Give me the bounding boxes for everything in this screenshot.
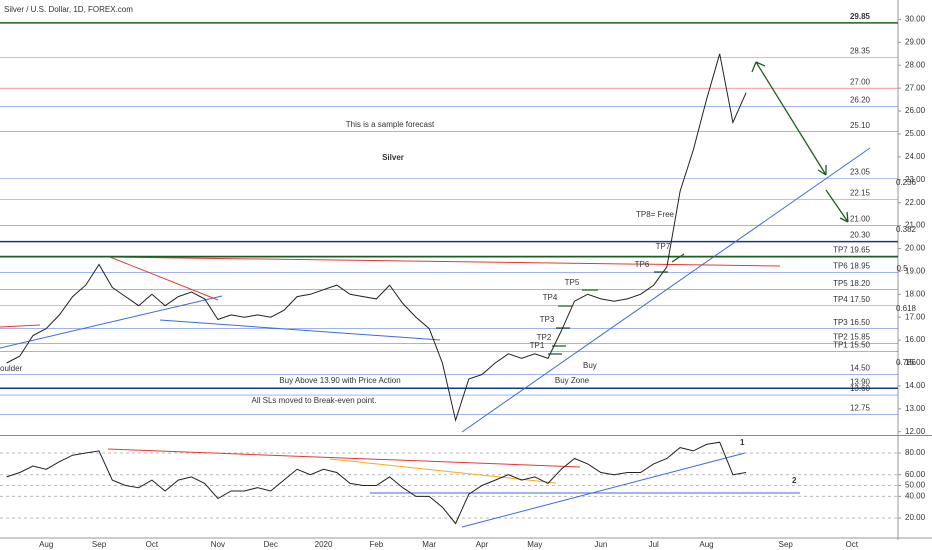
y-tick-label: 20.00	[905, 244, 926, 253]
annotation: TP3	[540, 315, 555, 324]
y-tick-label: 16.00	[905, 335, 926, 344]
y-tick-label: 30.00	[905, 15, 926, 24]
y-tick-label: 23.00	[905, 175, 926, 184]
level-label: TP3 16.50	[833, 318, 870, 327]
x-tick-label: Oct	[146, 540, 159, 549]
y-tick-label: 18.00	[905, 289, 926, 298]
level-label: TP4 17.50	[833, 295, 870, 304]
level-label: TP7 19.65	[833, 246, 870, 255]
level-label: TP5 18.20	[833, 279, 870, 288]
annotation: All SLs moved to Break-even point.	[252, 396, 377, 405]
y-tick-label: 14.00	[905, 381, 926, 390]
y-tick-label: 15.00	[905, 358, 926, 367]
trend-line	[0, 324, 41, 328]
annotation: TP5	[565, 278, 580, 287]
y-tick-label: 80.00	[905, 448, 926, 457]
y-tick-label: 17.00	[905, 312, 926, 321]
trend-line	[109, 256, 219, 301]
y-tick-label: 29.00	[905, 37, 926, 46]
x-tick-label: Nov	[211, 540, 225, 549]
level-label: 13.60	[850, 384, 871, 393]
annotation: oulder	[0, 364, 23, 373]
level-label: TP2 15.85	[833, 333, 870, 342]
y-tick-label: 26.00	[905, 106, 926, 115]
y-tick-label: 24.00	[905, 152, 926, 161]
annotation: TP6	[635, 260, 650, 269]
x-tick-label: Feb	[369, 540, 383, 549]
level-label: 20.30	[850, 231, 871, 240]
level-label: 23.05	[850, 168, 871, 177]
trend-line	[461, 452, 746, 528]
annotation: 1	[740, 438, 745, 447]
annotation: This is a sample forecast	[346, 120, 435, 129]
x-tick-label: Jul	[649, 540, 659, 549]
annotation: TP2	[537, 333, 552, 342]
x-tick-label: Mar	[422, 540, 436, 549]
y-tick-label: 21.00	[905, 221, 926, 230]
annotation: 2	[792, 476, 797, 485]
level-label: 28.35	[850, 46, 871, 55]
y-tick-label: 28.00	[905, 60, 926, 69]
trend-line	[0, 295, 223, 349]
x-tick-label: Jun	[594, 540, 607, 549]
forecast-arrow	[751, 61, 849, 223]
chart-title: Silver / U.S. Dollar, 1D, FOREX.com	[4, 5, 133, 14]
y-tick-label: 25.00	[905, 129, 926, 138]
level-label: 22.15	[850, 188, 871, 197]
annotation: TP7	[656, 242, 671, 251]
level-label: TP1 15.50	[833, 341, 870, 350]
trend-line	[107, 448, 581, 468]
x-tick-label: Apr	[476, 540, 489, 549]
trend-line	[461, 147, 871, 433]
x-tick-label: Aug	[39, 540, 53, 549]
y-tick-label: 13.00	[905, 404, 926, 413]
x-tick-label: Aug	[699, 540, 713, 549]
y-tick-label: 12.00	[905, 427, 926, 436]
y-tick-label: 40.00	[905, 491, 926, 500]
x-tick-label: May	[527, 540, 542, 549]
annotation: 0.618	[896, 304, 917, 313]
y-tick-label: 19.00	[905, 266, 926, 275]
x-tick-label: Dec	[264, 540, 278, 549]
annotation: Buy Zone	[555, 376, 590, 385]
price-line	[6, 441, 747, 525]
y-tick-label: 22.00	[905, 198, 926, 207]
annotation: Buy Above 13.90 with Price Action	[279, 376, 400, 385]
trend-line	[109, 256, 781, 267]
trend-line	[159, 319, 441, 341]
level-label: 14.50	[850, 364, 871, 373]
level-label: 25.10	[850, 121, 871, 130]
level-label: 27.00	[850, 77, 871, 86]
x-tick-label: Sep	[779, 540, 794, 549]
price-line	[6, 53, 747, 423]
y-tick-label: 20.00	[905, 513, 926, 522]
level-label: 29.85	[850, 12, 871, 21]
x-tick-label: Oct	[846, 540, 859, 549]
level-label: 21.00	[850, 215, 871, 224]
y-tick-label: 60.00	[905, 470, 926, 479]
level-label: TP6 18.95	[833, 262, 870, 271]
level-label: 13.90	[850, 377, 871, 386]
annotation: 0.5	[896, 264, 908, 273]
annotation: 0.786	[896, 358, 917, 367]
x-tick-label: 2020	[315, 540, 333, 549]
y-tick-label: 27.00	[905, 83, 926, 92]
annotation: Silver	[382, 153, 404, 162]
annotation: Buy	[583, 361, 597, 370]
y-tick-label: 50.00	[905, 481, 926, 490]
annotation: TP1	[530, 341, 545, 350]
x-tick-label: Sep	[92, 540, 107, 549]
level-label: 26.20	[850, 96, 871, 105]
annotation: TP4	[543, 293, 558, 302]
annotation: 0.236	[896, 178, 917, 187]
level-label: 12.75	[850, 404, 871, 413]
annotation: 0.382	[896, 225, 917, 234]
annotation: TP8= Free	[636, 210, 675, 219]
